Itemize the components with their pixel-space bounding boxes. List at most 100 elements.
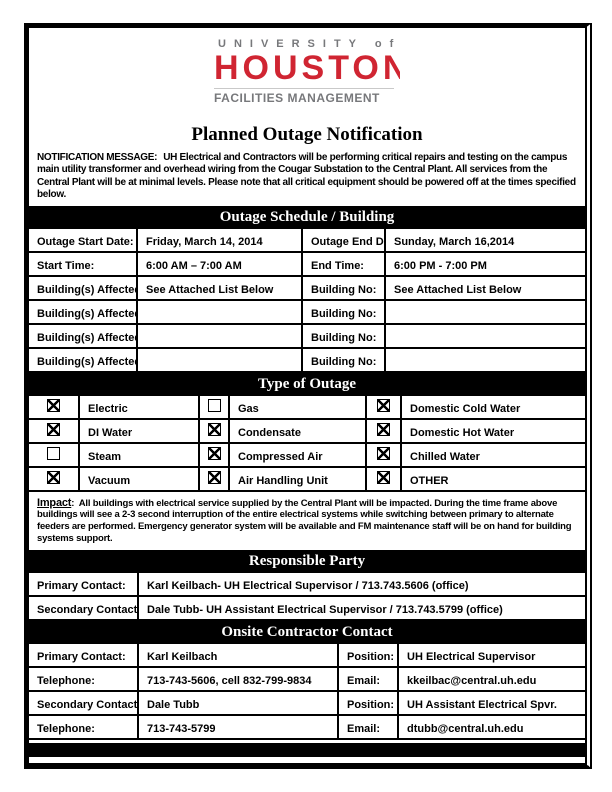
contact-value: UH Electrical Supervisor bbox=[398, 643, 585, 668]
checkbox-icon bbox=[47, 398, 60, 412]
contact-label: Primary Contact: bbox=[29, 643, 139, 668]
table-row: Start Time: 6:00 AM – 7:00 AM End Time: … bbox=[29, 251, 585, 277]
schedule-value bbox=[385, 347, 585, 373]
checkbox-icon bbox=[207, 422, 221, 436]
section-header-responsible-party: Responsible Party bbox=[29, 549, 585, 573]
outage-type-label: Condensate bbox=[229, 418, 367, 444]
impact-label: Impact bbox=[37, 496, 72, 509]
checkbox-icon bbox=[47, 446, 60, 460]
checkbox-cell bbox=[29, 395, 80, 420]
outage-type-label: Electric bbox=[79, 395, 200, 420]
section-header-type-of-outage: Type of Outage bbox=[29, 372, 585, 396]
contact-label: Email: bbox=[338, 714, 399, 740]
schedule-label: Building No: bbox=[302, 275, 386, 301]
logo-university-text: UNIVERSITY of bbox=[218, 38, 400, 50]
schedule-value bbox=[385, 299, 585, 325]
schedule-value bbox=[137, 347, 303, 373]
approval-date-line: Approval Date: 3.3.14 bbox=[333, 768, 445, 769]
impact-text: All buildings with electrical service su… bbox=[37, 497, 572, 545]
schedule-value: 6:00 PM - 7:00 PM bbox=[385, 251, 585, 277]
schedule-label: Outage Start Date: bbox=[29, 228, 138, 253]
table-row: Building(s) Affected: Building No: bbox=[29, 323, 585, 349]
outage-type-label: Air Handling Unit bbox=[229, 466, 367, 492]
outage-type-label: OTHER bbox=[401, 466, 585, 492]
responsible-party-table: Primary Contact: Karl Keilbach- UH Elect… bbox=[29, 572, 585, 621]
checkbox-cell bbox=[29, 466, 80, 492]
contact-label: Position: bbox=[338, 690, 399, 716]
table-row: Building(s) Affected: Building No: bbox=[29, 347, 585, 373]
outage-type-label: Gas bbox=[229, 395, 367, 420]
table-row: Telephone: 713-743-5606, cell 832-799-98… bbox=[29, 666, 585, 692]
section-divider-bar bbox=[29, 742, 585, 757]
schedule-value bbox=[137, 299, 303, 325]
uh-logo: UNIVERSITY of HOUSTON FACILITIES MANAGEM… bbox=[29, 36, 585, 110]
schedule-label: Building(s) Affected: bbox=[29, 299, 138, 325]
schedule-label: Outage End Date: bbox=[302, 228, 386, 253]
logo-houston-text: HOUSTON bbox=[214, 49, 400, 87]
uh-logo-clip: UNIVERSITY of HOUSTON FACILITIES MANAGEM… bbox=[214, 36, 400, 105]
checkbox-icon bbox=[207, 398, 221, 412]
contact-value: dtubb@central.uh.edu bbox=[398, 714, 585, 740]
checkbox-cell bbox=[366, 395, 402, 420]
table-row: Building(s) Affected: Building No: bbox=[29, 299, 585, 325]
schedule-label: Start Time: bbox=[29, 251, 138, 277]
checkbox-icon bbox=[207, 470, 221, 484]
approved-by-line: Outage Approved by: Sameer Kapileshwari bbox=[37, 768, 333, 769]
table-row: Primary Contact: Karl Keilbach Position:… bbox=[29, 643, 585, 668]
schedule-label: End Time: bbox=[302, 251, 386, 277]
contact-value: 713-743-5799 bbox=[138, 714, 339, 740]
schedule-label: Building(s) Affected: bbox=[29, 323, 138, 349]
section-header-outage-schedule: Outage Schedule / Building bbox=[29, 205, 585, 229]
schedule-value: 6:00 AM – 7:00 AM bbox=[137, 251, 303, 277]
contact-label: Primary Contact: bbox=[29, 572, 139, 597]
logo-divider bbox=[214, 88, 394, 89]
outage-type-label: Chilled Water bbox=[401, 442, 585, 468]
outage-type-label: Domestic Cold Water bbox=[401, 395, 585, 420]
table-row: Vacuum Air Handling Unit OTHER bbox=[29, 466, 585, 492]
checkbox-icon bbox=[47, 422, 60, 436]
contact-value: Dale Tubb- UH Assistant Electrical Super… bbox=[138, 595, 585, 621]
table-row: Steam Compressed Air Chilled Water bbox=[29, 442, 585, 468]
checkbox-cell bbox=[29, 442, 80, 468]
contact-value: 713-743-5606, cell 832-799-9834 bbox=[138, 666, 339, 692]
schedule-value: See Attached List Below bbox=[137, 275, 303, 301]
notification-text: UH Electrical and Contractors will be pe… bbox=[37, 152, 576, 201]
checkbox-cell bbox=[29, 418, 80, 444]
table-row: Building(s) Affected: See Attached List … bbox=[29, 275, 585, 301]
contact-value: Karl Keilbach bbox=[138, 643, 339, 668]
impact-separator: : bbox=[71, 497, 75, 509]
document-page: UNIVERSITY of HOUSTON FACILITIES MANAGEM… bbox=[24, 23, 592, 769]
contact-value: kkeilbac@central.uh.edu bbox=[398, 666, 585, 692]
checkbox-cell bbox=[199, 395, 230, 420]
checkbox-cell bbox=[366, 442, 402, 468]
checkbox-icon bbox=[47, 470, 60, 484]
schedule-label: Building No: bbox=[302, 347, 386, 373]
table-row: Outage Start Date: Friday, March 14, 201… bbox=[29, 228, 585, 253]
contact-label: Telephone: bbox=[29, 666, 139, 692]
schedule-value: Sunday, March 16,2014 bbox=[385, 228, 585, 253]
checkbox-icon bbox=[207, 446, 221, 460]
table-row: DI Water Condensate Domestic Hot Water bbox=[29, 418, 585, 444]
schedule-label: Building No: bbox=[302, 299, 386, 325]
outage-type-label: DI Water bbox=[79, 418, 200, 444]
schedule-value: See Attached List Below bbox=[385, 275, 585, 301]
contact-label: Email: bbox=[338, 666, 399, 692]
notification-message: NOTIFICATION MESSAGE: UH Electrical and C… bbox=[37, 152, 577, 202]
outage-type-label: Compressed Air bbox=[229, 442, 367, 468]
table-row: Secondary Contact: Dale Tubb- UH Assista… bbox=[29, 595, 585, 621]
form-updated-note: Form Updated: 02-08-2013 bbox=[476, 741, 575, 751]
schedule-value bbox=[385, 323, 585, 349]
contact-label: Secondary Contact: bbox=[29, 690, 139, 716]
type-of-outage-table: Electric Gas Domestic Cold Water DI Wate… bbox=[29, 395, 585, 492]
table-row: Primary Contact: Karl Keilbach- UH Elect… bbox=[29, 572, 585, 597]
outage-type-label: Domestic Hot Water bbox=[401, 418, 585, 444]
checkbox-icon bbox=[377, 398, 390, 412]
schedule-value bbox=[137, 323, 303, 349]
table-row: Telephone: 713-743-5799 Email: dtubb@cen… bbox=[29, 714, 585, 740]
checkbox-cell bbox=[366, 418, 402, 444]
checkbox-cell bbox=[366, 466, 402, 492]
contact-value: Karl Keilbach- UH Electrical Supervisor … bbox=[138, 572, 585, 597]
onsite-contractor-table: Primary Contact: Karl Keilbach Position:… bbox=[29, 643, 585, 740]
checkbox-cell bbox=[199, 466, 230, 492]
table-row: Secondary Contact: Dale Tubb Position: U… bbox=[29, 690, 585, 716]
